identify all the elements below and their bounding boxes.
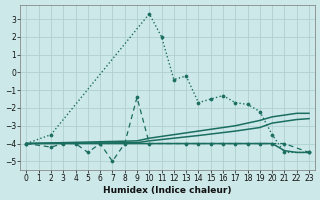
X-axis label: Humidex (Indice chaleur): Humidex (Indice chaleur)	[103, 186, 232, 195]
